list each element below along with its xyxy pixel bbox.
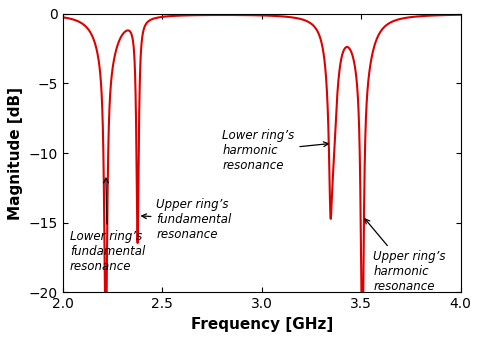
Text: Lower ring’s
harmonic
resonance: Lower ring’s harmonic resonance <box>222 130 328 172</box>
Text: Upper ring’s
fundamental
resonance: Upper ring’s fundamental resonance <box>142 198 232 241</box>
Y-axis label: Magnitude [dB]: Magnitude [dB] <box>8 87 24 220</box>
Text: Upper ring’s
harmonic
resonance: Upper ring’s harmonic resonance <box>365 219 446 293</box>
X-axis label: Frequency [GHz]: Frequency [GHz] <box>191 317 333 332</box>
Text: Lower ring’s
fundamental
resonance: Lower ring’s fundamental resonance <box>70 178 145 273</box>
